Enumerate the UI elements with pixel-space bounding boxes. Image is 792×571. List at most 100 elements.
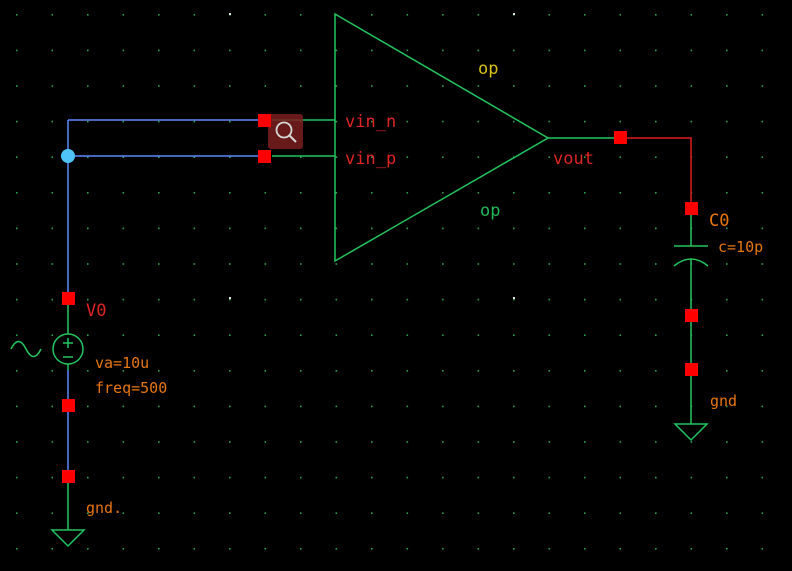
grid-dot bbox=[442, 227, 444, 230]
grid-dot bbox=[761, 156, 764, 158]
grid-dot bbox=[16, 334, 18, 336]
grid-dot bbox=[193, 476, 196, 479]
grid-dot bbox=[300, 405, 302, 408]
pin-opamp-vout[interactable] bbox=[614, 131, 627, 144]
grid-dot bbox=[122, 14, 125, 16]
grid-dot bbox=[300, 548, 302, 550]
grid-dot bbox=[16, 548, 18, 550]
grid-dot bbox=[726, 156, 728, 158]
pin-opamp-vin-p[interactable] bbox=[258, 150, 271, 163]
grid-dot bbox=[548, 512, 551, 514]
grid-dot bbox=[548, 405, 551, 408]
pin-source-plus[interactable] bbox=[62, 292, 75, 305]
grid-dot bbox=[300, 370, 302, 372]
pin-capacitor-ground[interactable] bbox=[685, 363, 698, 376]
wire-net-output[interactable] bbox=[621, 137, 692, 208]
grid-dot bbox=[335, 120, 338, 123]
grid-dot bbox=[584, 298, 586, 301]
grid-dot bbox=[548, 192, 551, 194]
pin-opamp-vin-n[interactable] bbox=[258, 114, 271, 127]
grid-dot bbox=[584, 476, 586, 479]
grid-dot bbox=[264, 405, 267, 408]
grid-dot bbox=[371, 405, 373, 408]
ground-icon[interactable] bbox=[50, 476, 86, 548]
magnifier-icon[interactable] bbox=[268, 114, 303, 149]
grid-dot bbox=[584, 192, 586, 194]
grid-dot bbox=[477, 512, 480, 514]
grid-dot bbox=[761, 334, 764, 336]
grid-dot bbox=[548, 476, 551, 479]
grid-dot bbox=[158, 49, 160, 52]
opamp-pin-label-vin-n: vin_n bbox=[345, 112, 396, 132]
grid-dot bbox=[16, 14, 18, 16]
grid-dot bbox=[726, 85, 728, 87]
wire-junction-dot[interactable] bbox=[61, 149, 75, 163]
grid-dot bbox=[229, 405, 231, 408]
grid-dot bbox=[548, 14, 551, 16]
grid-dot bbox=[761, 192, 764, 194]
grid-dot bbox=[477, 334, 480, 336]
grid-dot bbox=[122, 263, 125, 265]
pin-source-minus[interactable] bbox=[62, 399, 75, 412]
grid-dot bbox=[51, 120, 54, 123]
pin-capacitor-top[interactable] bbox=[685, 202, 698, 215]
grid-dot bbox=[477, 85, 480, 87]
grid-dot bbox=[229, 156, 231, 158]
grid-dot bbox=[371, 85, 373, 87]
grid-dot bbox=[229, 192, 231, 194]
grid-dot bbox=[193, 14, 196, 16]
grid-dot bbox=[371, 227, 373, 230]
grid-dot bbox=[193, 334, 196, 336]
grid-dot bbox=[51, 156, 54, 158]
grid-dot bbox=[584, 49, 586, 52]
grid-dot bbox=[406, 334, 409, 336]
pin-source-ground[interactable] bbox=[62, 470, 75, 483]
capacitor-icon[interactable] bbox=[673, 208, 709, 369]
grid-dot bbox=[690, 14, 693, 16]
grid-dot bbox=[335, 476, 338, 479]
pin-capacitor-bottom[interactable] bbox=[685, 309, 698, 322]
grid-dot bbox=[335, 298, 338, 301]
grid-dot bbox=[513, 405, 515, 408]
grid-dot bbox=[300, 512, 302, 514]
grid-dot bbox=[371, 49, 373, 52]
grid-dot bbox=[193, 192, 196, 194]
grid-dot bbox=[300, 49, 302, 52]
grid-dot bbox=[513, 476, 515, 479]
grid-dot bbox=[193, 405, 196, 408]
pins[interactable] bbox=[62, 114, 698, 483]
grid-dot bbox=[726, 298, 728, 301]
grid-dot bbox=[513, 512, 515, 514]
grid-dot bbox=[264, 263, 267, 265]
grid-dot bbox=[726, 227, 728, 230]
grid-dot bbox=[584, 263, 586, 265]
grid-dot bbox=[548, 156, 551, 158]
wire-vout[interactable] bbox=[621, 137, 692, 208]
grid-dot bbox=[548, 548, 551, 550]
grid-dot bbox=[548, 120, 551, 123]
grid-dot bbox=[477, 441, 480, 443]
grid-dot bbox=[513, 370, 515, 372]
capacitor-value: c=10p bbox=[718, 238, 763, 256]
grid-dot bbox=[477, 192, 480, 194]
ground-icon[interactable] bbox=[673, 369, 709, 442]
grid-dot bbox=[548, 85, 551, 87]
grid-dot bbox=[477, 370, 480, 372]
grid-dot bbox=[690, 441, 693, 443]
grid-dot bbox=[477, 263, 480, 265]
grid-dot bbox=[513, 85, 515, 87]
source-param-amplitude: va=10u bbox=[95, 354, 149, 372]
grid-dot bbox=[406, 120, 409, 123]
grid-dot bbox=[406, 227, 409, 230]
grid-dot bbox=[158, 227, 160, 230]
grid-dot bbox=[158, 192, 160, 194]
grid-dot bbox=[122, 120, 125, 123]
grid-dot bbox=[16, 405, 18, 408]
grid-dots bbox=[16, 14, 764, 550]
grid-dot bbox=[16, 192, 18, 194]
opamp-triangle[interactable] bbox=[334, 12, 550, 263]
grid-dot bbox=[655, 548, 657, 550]
grid-dot bbox=[619, 263, 622, 265]
grid-dot bbox=[548, 298, 551, 301]
